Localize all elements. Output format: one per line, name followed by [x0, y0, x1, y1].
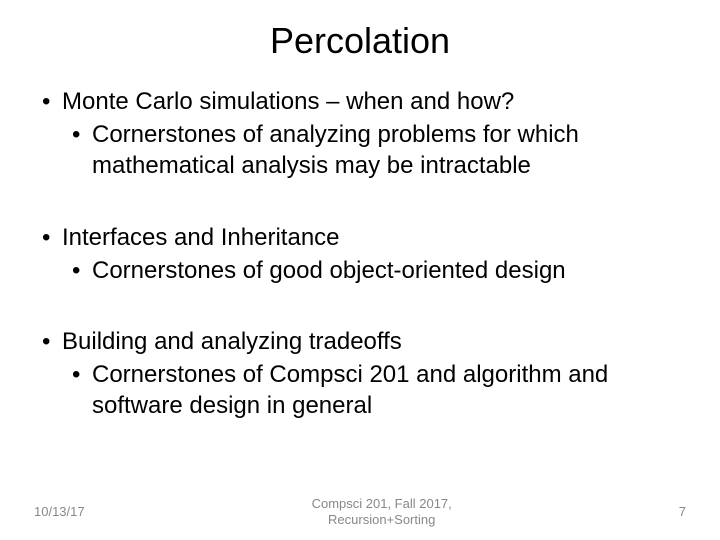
bullet-sub: Cornerstones of good object-oriented des… — [36, 255, 680, 286]
footer-course-line2: Recursion+Sorting — [312, 512, 452, 528]
slide-title: Percolation — [0, 0, 720, 86]
bullet-main: Monte Carlo simulations – when and how? — [36, 86, 680, 117]
bullet-main: Building and analyzing tradeoffs — [36, 326, 680, 357]
bullet-group-2: Interfaces and Inheritance Cornerstones … — [36, 222, 680, 286]
bullet-group-3: Building and analyzing tradeoffs Corners… — [36, 326, 680, 422]
bullet-group-1: Monte Carlo simulations – when and how? … — [36, 86, 680, 182]
bullet-sub: Cornerstones of analyzing problems for w… — [36, 119, 680, 181]
footer-course-line1: Compsci 201, Fall 2017, — [312, 496, 452, 512]
footer-course: Compsci 201, Fall 2017, Recursion+Sortin… — [312, 496, 452, 529]
footer-page-number: 7 — [679, 504, 686, 519]
slide-content: Monte Carlo simulations – when and how? … — [0, 86, 720, 422]
slide-footer: 10/13/17 Compsci 201, Fall 2017, Recursi… — [0, 496, 720, 529]
bullet-main: Interfaces and Inheritance — [36, 222, 680, 253]
bullet-sub: Cornerstones of Compsci 201 and algorith… — [36, 359, 680, 421]
footer-date: 10/13/17 — [34, 504, 85, 519]
